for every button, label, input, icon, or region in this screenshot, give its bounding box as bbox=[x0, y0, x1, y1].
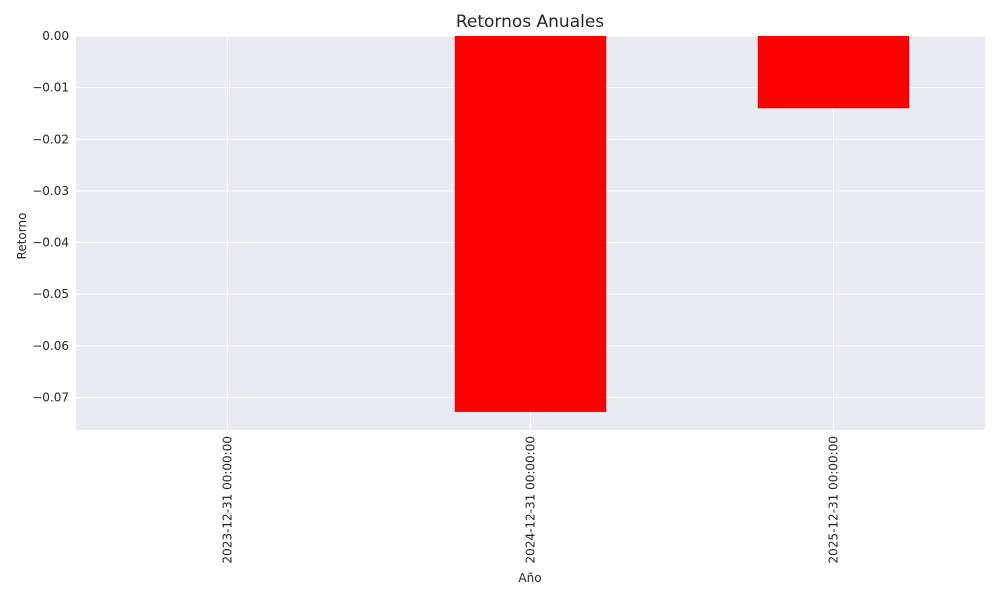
x-tick-label: 2023-12-31 00:00:00 bbox=[221, 436, 235, 563]
y-tick-label: −0.01 bbox=[32, 81, 69, 95]
bar-2024 bbox=[454, 36, 607, 412]
y-axis-ticks: 0.00 −0.01 −0.02 −0.03 −0.04 −0.05 −0.06 −0.07 bbox=[32, 29, 69, 404]
y-tick-label: −0.02 bbox=[32, 132, 69, 146]
y-tick-label: −0.05 bbox=[32, 287, 69, 301]
y-tick-label: −0.07 bbox=[32, 390, 69, 404]
x-axis-title: Año bbox=[518, 571, 541, 585]
chart-title: Retornos Anuales bbox=[456, 12, 604, 32]
y-axis-title: Retorno bbox=[15, 213, 29, 260]
y-tick-label: −0.03 bbox=[32, 184, 69, 198]
bars bbox=[454, 36, 910, 412]
bar-2025 bbox=[757, 36, 910, 109]
y-tick-label: −0.04 bbox=[32, 236, 69, 250]
x-axis-ticks: 2023-12-31 00:00:00 2024-12-31 00:00:00 20… bbox=[221, 436, 841, 563]
y-tick-label: −0.06 bbox=[32, 339, 69, 353]
x-tick-label: 2025-12-31 00:00:00 bbox=[827, 436, 841, 563]
x-tick-label: 2024-12-31 00:00:00 bbox=[524, 436, 538, 563]
y-tick-label: 0.00 bbox=[42, 29, 69, 43]
